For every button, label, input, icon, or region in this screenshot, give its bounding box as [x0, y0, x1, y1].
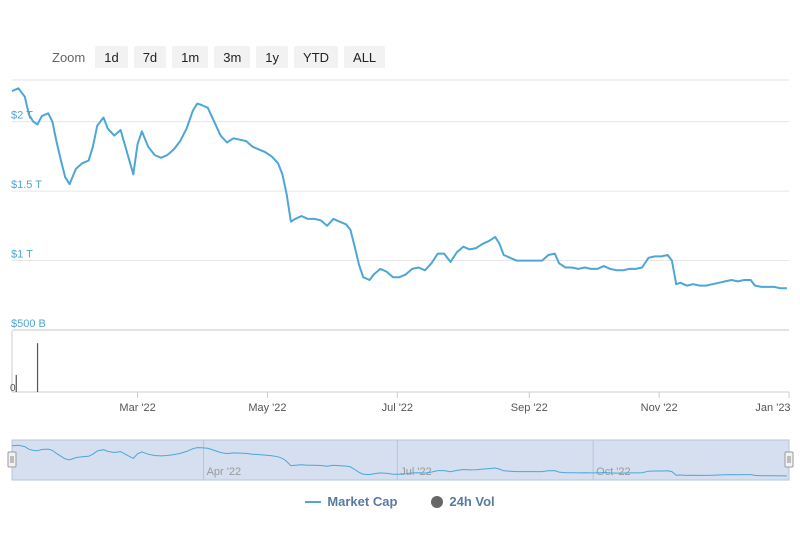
- legend-label-volume: 24h Vol: [449, 494, 495, 509]
- zoom-1m-button[interactable]: 1m: [172, 46, 209, 68]
- navigator-handle-right[interactable]: [784, 451, 794, 468]
- zoom-label: Zoom: [52, 49, 86, 65]
- navigator-handle-left[interactable]: [7, 451, 17, 468]
- legend-item-volume[interactable]: 24h Vol: [431, 494, 495, 509]
- legend-label-market-cap: Market Cap: [327, 494, 398, 509]
- navigator-tick-label: Apr '22: [207, 466, 242, 478]
- zoom-all-button[interactable]: ALL: [344, 46, 386, 68]
- y-tick-label: $500 B: [11, 318, 46, 330]
- navigator-tick-label: Oct '22: [596, 466, 631, 478]
- zoom-1d-button[interactable]: 1d: [95, 46, 128, 68]
- circle-icon: [431, 495, 444, 508]
- x-tick-label: May '22: [248, 402, 286, 414]
- market-cap-chart[interactable]: $2 T$1.5 T$1 T$500 B 0 Mar '22 May '22 Jul…: [0, 0, 800, 490]
- line-icon: [305, 500, 322, 503]
- navigator: Apr '22 Jul '22 Oct '22: [7, 439, 794, 481]
- zoom-bar: Zoom 1d 7d 1m 3m 1y YTD ALL: [52, 46, 386, 68]
- legend: Market Cap 24h Vol: [0, 494, 800, 509]
- zoom-7d-button[interactable]: 7d: [133, 46, 167, 68]
- x-tick-label: Sep '22: [511, 402, 548, 414]
- x-tick-label: Jul '22: [382, 402, 413, 414]
- zoom-1y-button[interactable]: 1y: [256, 46, 289, 68]
- series-layer: [11, 87, 787, 290]
- zoom-ytd-button[interactable]: YTD: [294, 46, 339, 68]
- zoom-3m-button[interactable]: 3m: [214, 46, 251, 68]
- y-tick-label: $1.5 T: [11, 179, 42, 191]
- navigator-tick-label: Jul '22: [400, 466, 431, 478]
- x-axis: Mar '22 May '22 Jul '22 Sep '22 Nov '22 Jan '…: [119, 392, 791, 414]
- y-axis: $2 T$1.5 T$1 T$500 B: [11, 110, 46, 330]
- legend-item-market-cap[interactable]: Market Cap: [305, 494, 397, 509]
- x-tick-label: Nov '22: [641, 402, 678, 414]
- volume-panel: 0: [10, 331, 789, 394]
- grid-layer: [12, 79, 789, 331]
- x-tick-label: Mar '22: [119, 402, 155, 414]
- x-tick-label: Jan '23: [755, 402, 790, 414]
- volume-axis-label: 0: [10, 383, 16, 394]
- navigator-series-line: [11, 444, 787, 477]
- market-cap-line[interactable]: [11, 87, 787, 290]
- y-tick-label: $1 T: [11, 249, 33, 261]
